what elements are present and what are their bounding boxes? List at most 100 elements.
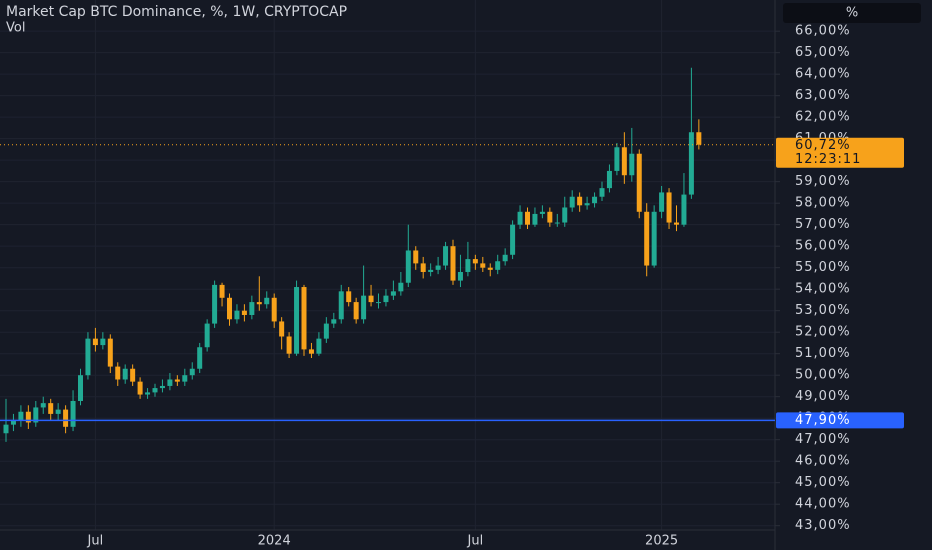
candle-body [264,297,270,305]
candle-body [167,379,173,386]
candle-body [681,194,687,225]
y-tick-label: 54,00% [795,282,851,297]
candle-body [100,338,106,346]
candle-body [636,153,642,212]
y-tick-label: 45,00% [795,475,851,490]
candle-body [644,211,650,266]
candle-body [398,282,404,292]
candle-body [137,381,143,395]
y-tick-label: 66,00% [795,24,851,39]
candle-body [517,211,523,225]
y-tick-label: 53,00% [795,303,851,318]
candle-body [696,132,702,145]
candle-body [368,295,374,303]
candle-body [659,192,665,212]
candles [3,67,702,442]
y-tick-label: 62,00% [795,110,851,125]
candle-body [532,213,538,225]
candle-body [107,338,113,367]
candle-body [241,310,247,315]
candle-body [323,323,329,339]
candle-body [562,207,568,223]
candle-body [353,302,359,320]
candle-body [614,147,620,171]
candle-body [10,420,16,425]
y-tick-label: 50,00% [795,368,851,383]
candle-body [115,366,121,380]
candle-body [688,132,694,195]
candle-body [621,147,627,176]
candle-body [256,302,262,305]
candle-body [502,254,508,262]
unit-button-label[interactable]: % [846,6,858,21]
candle-body [286,336,292,354]
candle-body [487,267,493,270]
unit-button[interactable] [783,3,921,23]
candle-body [420,263,426,272]
candle-body [55,409,61,414]
candle-body [70,400,76,427]
candle-body [361,295,367,320]
y-tick-label: 49,00% [795,389,851,404]
candle-body [85,338,91,376]
candle-body [666,192,672,223]
last-price-label: 60,72% [795,138,851,153]
candle-body [159,385,165,389]
candle-body [629,153,635,176]
y-tick-label: 55,00% [795,260,851,275]
candle-body [204,323,210,348]
candle-body [674,222,679,225]
chart-title: Market Cap BTC Dominance, %, 1W, CRYPTOC… [6,4,347,20]
x-tick-label: Jul [467,534,484,549]
candle-body [227,297,232,320]
candle-body [3,424,9,434]
candle-body [450,246,456,281]
y-tick-label: 57,00% [795,217,851,232]
candle-body [413,250,419,264]
candle-body [18,411,24,421]
candle-body [316,338,322,354]
candle-body [376,302,381,304]
candle-body [472,259,478,264]
y-tick-label: 51,00% [795,346,851,361]
candle-body [40,403,46,408]
candle-body [78,375,83,401]
last-price-tag [776,137,904,168]
candle-body [249,302,255,315]
y-tick-label: 63,00% [795,88,851,103]
horizontal-line-tag [776,412,904,429]
candle-body [152,388,158,393]
candle-body [428,269,434,272]
candle-body [592,196,598,204]
x-tick-label: 2024 [258,534,291,549]
x-tick-label: Jul [87,534,104,549]
y-tick-label: 64,00% [795,67,851,82]
candle-body [584,203,590,206]
candle-body [308,349,314,354]
candle-body [145,392,151,395]
chart-subtitle: Vol [6,21,25,36]
candle-body [599,188,605,197]
candle-body [390,291,396,296]
candle-body [577,196,583,206]
candle-body [189,368,195,376]
candle-body [510,224,516,255]
y-tick-label: 58,00% [795,196,851,211]
candle-body [219,284,225,298]
candle-body [539,211,545,214]
candle-body [405,250,411,283]
candle-body [443,246,449,266]
candle-body [197,347,203,369]
candle-body [33,407,39,423]
candle-body [122,368,128,380]
candle-body [457,271,463,281]
candle-body [48,403,54,414]
candle-body [465,259,471,272]
candle-body [271,297,277,322]
y-tick-label: 52,00% [795,325,851,340]
y-tick-label: 44,00% [795,497,851,512]
candle-body [651,211,657,266]
